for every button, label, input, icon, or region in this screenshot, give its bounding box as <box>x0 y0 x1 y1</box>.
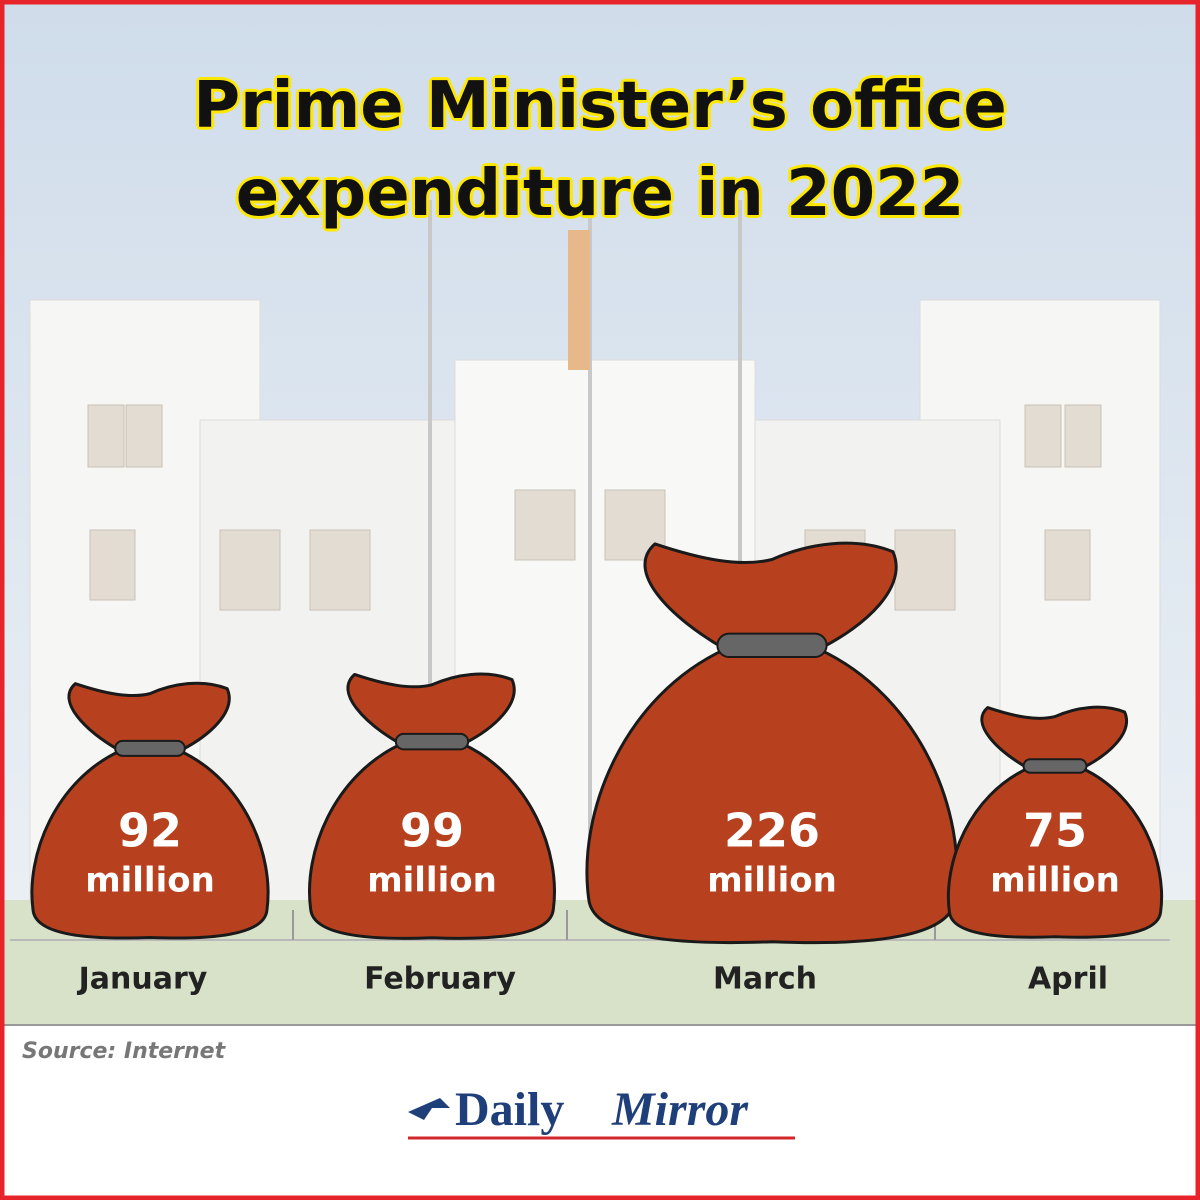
money-bag <box>310 674 555 938</box>
logo-first: Daily <box>455 1083 564 1136</box>
bag-top <box>348 674 514 744</box>
x-tick-label: February <box>364 962 516 997</box>
value-label: 99 <box>400 804 464 858</box>
bag-body <box>948 768 1161 937</box>
value-unit: million <box>367 861 497 901</box>
bag-tie <box>396 734 468 749</box>
money-bag <box>587 543 957 942</box>
bag-top <box>69 683 229 751</box>
money-bag <box>32 683 268 938</box>
bag-top <box>982 707 1127 768</box>
x-tick-label: April <box>1028 962 1108 997</box>
bag-top <box>645 543 896 649</box>
bag-body <box>310 744 555 938</box>
value-label: 92 <box>118 804 182 858</box>
value-unit: million <box>707 861 837 901</box>
bag-body <box>32 751 268 938</box>
chart-title: Prime Minister’s office expenditure in 2… <box>193 69 1007 231</box>
x-tick-label: January <box>77 962 208 997</box>
bag-tie <box>1024 759 1087 772</box>
source: Source: Internet <box>22 1039 227 1064</box>
value-label: 75 <box>1023 804 1087 858</box>
money-bag <box>948 707 1161 937</box>
value-unit: million <box>990 861 1120 901</box>
bag-body <box>587 649 957 942</box>
x-tick-label: March <box>713 962 817 997</box>
value-label: 226 <box>724 804 820 858</box>
bag-tie <box>717 634 826 657</box>
bag-tie <box>115 741 185 756</box>
value-unit: million <box>85 861 215 901</box>
logo-second: Mirror <box>611 1083 749 1136</box>
